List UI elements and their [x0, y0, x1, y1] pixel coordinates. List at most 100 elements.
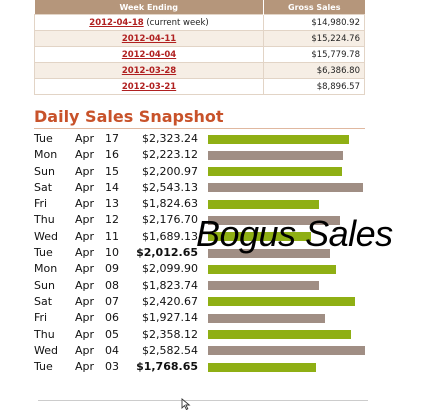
month: Apr — [75, 132, 95, 145]
daily-row: Wed Apr 11 $1,689.13 — [34, 229, 414, 245]
month: Apr — [75, 197, 95, 211]
day-number: 16 — [105, 148, 119, 162]
day-number: 12 — [105, 213, 119, 227]
gross-sales-header: Gross Sales — [263, 0, 365, 15]
month: Apr — [75, 360, 95, 374]
month: Apr — [75, 311, 95, 325]
day-of-week: Tue — [34, 360, 53, 374]
month: Apr — [75, 180, 95, 194]
day-of-week: Sun — [34, 278, 55, 292]
day-number: 10 — [105, 246, 119, 260]
daily-row: Tue Apr 03 $1,768.65 — [34, 359, 414, 375]
daily-row: Sun Apr 15 $2,200.97 — [34, 164, 414, 180]
gross-sales-cell: $15,224.76 — [263, 30, 365, 47]
daily-amount: $2,582.54 — [142, 343, 198, 357]
week-link[interactable]: 2012-04-11 — [121, 33, 177, 44]
title-divider — [34, 128, 365, 129]
sales-bar — [208, 330, 351, 340]
sales-bar — [208, 167, 342, 177]
day-of-week: Sun — [34, 164, 55, 178]
week-ending-cell: 2012-04-04 — [34, 46, 264, 63]
day-number: 03 — [105, 360, 119, 374]
week-ending-cell: 2012-03-28 — [34, 62, 264, 79]
daily-amount: $2,012.65 — [136, 246, 198, 260]
daily-amount: $2,200.97 — [142, 164, 198, 178]
daily-amount: $1,689.13 — [142, 229, 198, 243]
daily-amount: $2,420.67 — [142, 294, 198, 308]
day-of-week: Thu — [34, 327, 55, 341]
day-number: 06 — [105, 311, 119, 325]
month: Apr — [75, 262, 95, 276]
table-row: 2012-04-11 $15,224.76 — [34, 30, 365, 47]
daily-sales-list: Tue Apr 17 $2,323.24 Mon Apr 16 $2,223.12 Sun Apr… — [34, 131, 414, 375]
day-number: 13 — [105, 197, 119, 211]
sales-bar — [208, 199, 319, 209]
gross-sales-cell: $8,896.57 — [263, 78, 365, 95]
daily-row: Sat Apr 07 $2,420.67 — [34, 294, 414, 310]
week-link[interactable]: 2012-03-28 — [121, 65, 177, 76]
table-row: 2012-04-04 $15,779.78 — [34, 46, 365, 63]
gross-sales-cell: $14,980.92 — [263, 14, 365, 31]
day-number: 09 — [105, 262, 119, 276]
month: Apr — [75, 246, 95, 260]
daily-amount: $2,099.90 — [142, 262, 198, 276]
daily-row: Mon Apr 09 $2,099.90 — [34, 261, 414, 277]
daily-amount: $1,927.14 — [142, 311, 198, 325]
sales-bar — [208, 362, 316, 372]
sales-bar — [208, 248, 330, 258]
daily-amount: $2,543.13 — [142, 180, 198, 194]
month: Apr — [75, 229, 95, 243]
day-of-week: Wed — [34, 229, 58, 243]
weekly-sales-table: Week Ending Gross Sales 2012-04-18 (curr… — [34, 0, 365, 95]
day-number: 04 — [105, 343, 119, 357]
week-note: (current week) — [146, 17, 209, 28]
day-number: 05 — [105, 327, 119, 341]
daily-row: Wed Apr 04 $2,582.54 — [34, 343, 414, 359]
sales-bar — [208, 346, 365, 356]
daily-row: Sun Apr 08 $1,823.74 — [34, 278, 414, 294]
week-ending-cell: 2012-04-18 (current week) — [34, 14, 264, 31]
month: Apr — [75, 294, 95, 308]
table-row: 2012-03-28 $6,386.80 — [34, 62, 365, 79]
month: Apr — [75, 148, 95, 162]
weekly-table-header: Week Ending Gross Sales — [34, 0, 365, 15]
table-row: 2012-04-18 (current week) $14,980.92 — [34, 14, 365, 31]
gross-sales-cell: $6,386.80 — [263, 62, 365, 79]
sales-bar — [208, 134, 349, 144]
day-of-week: Fri — [34, 311, 48, 325]
day-number: 08 — [105, 278, 119, 292]
daily-amount: $2,223.12 — [142, 148, 198, 162]
day-of-week: Sat — [34, 294, 53, 308]
sales-bar — [208, 264, 336, 274]
day-of-week: Mon — [34, 262, 58, 276]
daily-row: Mon Apr 16 $2,223.12 — [34, 147, 414, 163]
day-number: 17 — [105, 132, 119, 145]
day-of-week: Tue — [34, 246, 53, 260]
daily-sales-title: Daily Sales Snapshot — [34, 107, 224, 126]
daily-amount: $1,768.65 — [136, 360, 198, 374]
sales-bar — [208, 183, 363, 193]
week-link[interactable]: 2012-03-21 — [121, 81, 177, 92]
sales-bar — [208, 215, 340, 225]
daily-row: Tue Apr 10 $2,012.65 — [34, 245, 414, 261]
daily-row: Fri Apr 13 $1,824.63 — [34, 196, 414, 212]
day-number: 07 — [105, 294, 119, 308]
day-of-week: Sat — [34, 180, 53, 194]
week-ending-header: Week Ending — [34, 0, 264, 15]
daily-amount: $2,176.70 — [142, 213, 198, 227]
daily-row: Fri Apr 06 $1,927.14 — [34, 310, 414, 326]
week-link[interactable]: 2012-04-04 — [121, 49, 177, 60]
sales-bar — [208, 150, 343, 160]
day-number: 14 — [105, 180, 119, 194]
month: Apr — [75, 278, 95, 292]
sales-bar — [208, 313, 325, 323]
week-link[interactable]: 2012-04-18 — [89, 17, 144, 28]
day-number: 11 — [105, 229, 119, 243]
sales-bar — [208, 232, 311, 242]
daily-row: Sat Apr 14 $2,543.13 — [34, 180, 414, 196]
mouse-pointer-icon — [181, 398, 191, 410]
gross-sales-cell: $15,779.78 — [263, 46, 365, 63]
daily-amount: $1,824.63 — [142, 197, 198, 211]
day-of-week: Thu — [34, 213, 55, 227]
week-ending-cell: 2012-03-21 — [34, 78, 264, 95]
